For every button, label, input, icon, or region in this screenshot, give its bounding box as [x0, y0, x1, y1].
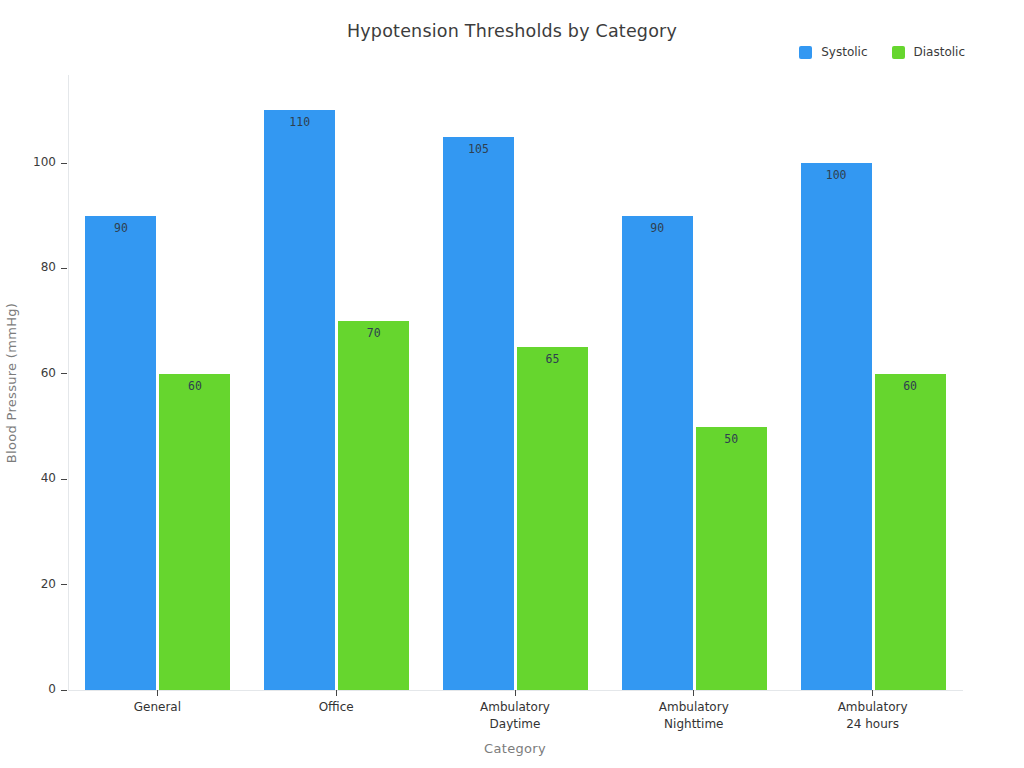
- bar-value-label: 110: [264, 115, 335, 129]
- bar-systolic-0[interactable]: [85, 216, 156, 690]
- y-tick-mark: [61, 373, 67, 374]
- bar-systolic-2[interactable]: [443, 137, 514, 690]
- y-axis-title: Blood Pressure (mmHg): [4, 303, 19, 463]
- bar-value-label: 50: [696, 432, 767, 446]
- bar-value-label: 100: [801, 168, 872, 182]
- legend-item-diastolic[interactable]: Diastolic: [892, 45, 966, 59]
- bar-diastolic-2[interactable]: [517, 347, 588, 690]
- legend-label: Diastolic: [914, 45, 966, 59]
- bar-value-label: 60: [875, 379, 946, 393]
- x-tick-mark: [157, 690, 158, 696]
- bar-value-label: 70: [338, 326, 409, 340]
- y-tick-label: 20: [0, 577, 56, 591]
- y-tick-mark: [61, 163, 67, 164]
- x-axis-title: Category: [68, 741, 962, 756]
- bar-value-label: 90: [622, 221, 693, 235]
- y-tick-label: 100: [0, 155, 56, 169]
- x-tick-label-1: Office: [251, 699, 421, 716]
- bar-diastolic-1[interactable]: [338, 321, 409, 690]
- x-tick-label-4: Ambulatory 24 hours: [788, 699, 958, 733]
- y-tick-mark: [61, 690, 67, 691]
- x-tick-label-2: Ambulatory Daytime: [430, 699, 600, 733]
- y-tick-label: 80: [0, 260, 56, 274]
- x-tick-mark: [872, 690, 873, 696]
- y-tick-mark: [61, 268, 67, 269]
- bar-diastolic-0[interactable]: [159, 374, 230, 690]
- bar-diastolic-4[interactable]: [875, 374, 946, 690]
- legend-label: Systolic: [821, 45, 867, 59]
- bar-systolic-1[interactable]: [264, 110, 335, 690]
- y-tick-mark: [61, 479, 67, 480]
- legend-item-systolic[interactable]: Systolic: [799, 45, 867, 59]
- bar-value-label: 60: [159, 379, 230, 393]
- x-tick-mark: [336, 690, 337, 696]
- bar-value-label: 105: [443, 142, 514, 156]
- bar-value-label: 65: [517, 352, 588, 366]
- legend-swatch-diastolic: [892, 46, 905, 59]
- bar-value-label: 90: [85, 221, 156, 235]
- y-tick-label: 0: [0, 682, 56, 696]
- chart-canvas: Hypotension Thresholds by Category Systo…: [0, 0, 1024, 768]
- bar-diastolic-3[interactable]: [696, 427, 767, 690]
- legend-swatch-systolic: [799, 46, 812, 59]
- chart-title: Hypotension Thresholds by Category: [0, 21, 1024, 41]
- legend: Systolic Diastolic: [799, 45, 965, 59]
- y-tick-label: 40: [0, 471, 56, 485]
- y-tick-mark: [61, 584, 67, 585]
- x-tick-label-0: General: [72, 699, 242, 716]
- x-tick-mark: [515, 690, 516, 696]
- x-tick-label-3: Ambulatory Nighttime: [609, 699, 779, 733]
- x-tick-mark: [693, 690, 694, 696]
- bar-systolic-3[interactable]: [622, 216, 693, 690]
- bar-systolic-4[interactable]: [801, 163, 872, 690]
